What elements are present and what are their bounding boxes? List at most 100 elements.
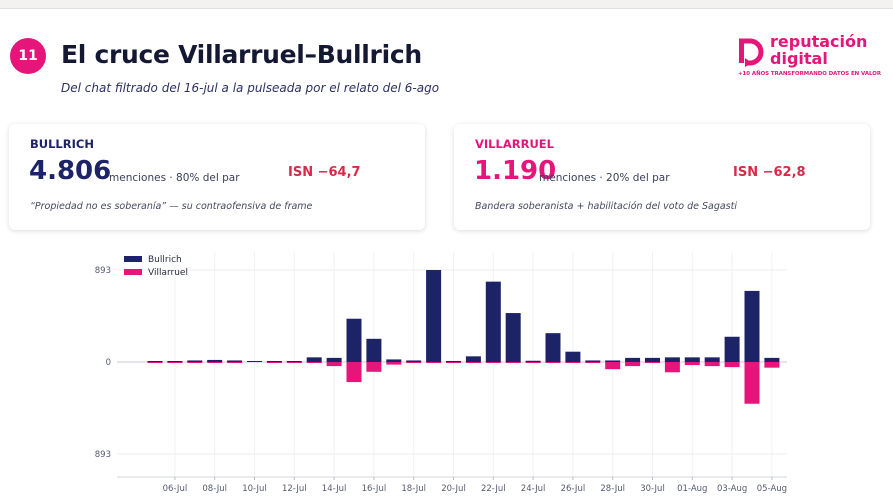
bar-villarruel — [346, 362, 362, 383]
bar-villarruel — [724, 362, 740, 368]
bar-villarruel — [545, 362, 561, 363]
bar-bullrich — [147, 361, 163, 362]
x-tick-label: 18-Jul — [401, 484, 426, 494]
bar-bullrich — [465, 356, 481, 362]
bar-villarruel — [704, 362, 720, 367]
slide-number: 11 — [18, 48, 38, 64]
bar-villarruel — [744, 362, 760, 404]
bar-villarruel — [286, 362, 302, 363]
bar-villarruel — [406, 362, 422, 363]
bar-bullrich — [426, 270, 442, 362]
bar-bullrich — [684, 357, 700, 362]
x-tick-label: 12-Jul — [282, 484, 307, 494]
bar-bullrich — [704, 357, 720, 362]
bar-bullrich — [286, 361, 302, 362]
bar-bullrich — [724, 336, 740, 362]
brand-tagline: +10 AÑOS TRANSFORMANDO DATOS EN VALOR — [738, 71, 881, 77]
legend-swatch — [124, 256, 142, 262]
bar-bullrich — [386, 359, 402, 362]
mention-count: 1.190 — [474, 156, 557, 186]
bar-villarruel — [625, 362, 641, 367]
y-tick-label: 893 — [95, 266, 111, 276]
brand-logo: reputación digital +10 AÑOS TRANSFORMAND… — [736, 34, 886, 84]
x-tick-label: 26-Jul — [561, 484, 586, 494]
bar-bullrich — [227, 360, 243, 362]
x-tick-label: 30-Jul — [640, 484, 665, 494]
bar-villarruel — [306, 362, 322, 363]
bar-villarruel — [187, 362, 203, 363]
villarruel-card: VILLARRUEL 1.190 menciones · 20% del par… — [454, 124, 870, 230]
bar-bullrich — [366, 338, 382, 362]
x-tick-label: 16-Jul — [362, 484, 387, 494]
bar-villarruel — [326, 362, 342, 367]
bar-bullrich — [187, 360, 203, 362]
bar-bullrich — [605, 360, 621, 362]
bar-villarruel — [465, 362, 481, 363]
x-tick-label: 01-Aug — [677, 484, 707, 494]
bar-villarruel — [366, 362, 382, 372]
bar-bullrich — [565, 351, 581, 362]
bar-villarruel — [585, 362, 601, 363]
bar-villarruel — [227, 362, 243, 363]
x-tick-label: 14-Jul — [322, 484, 347, 494]
bar-villarruel — [764, 362, 780, 368]
bar-bullrich — [306, 357, 322, 362]
bar-bullrich — [505, 313, 521, 362]
bar-villarruel — [207, 362, 223, 363]
card-note: Bandera soberanista + habilitación del v… — [475, 201, 737, 212]
bar-bullrich — [247, 361, 262, 362]
bar-bullrich — [625, 357, 641, 362]
bar-bullrich — [664, 357, 680, 362]
mention-desc: menciones · 80% del par — [109, 172, 240, 184]
bar-villarruel — [664, 362, 680, 373]
bar-bullrich — [525, 360, 541, 362]
isn-score: ISN −64,7 — [288, 165, 361, 180]
mention-count: 4.806 — [29, 156, 112, 186]
bar-bullrich — [485, 281, 501, 362]
bar-bullrich — [744, 290, 760, 362]
bar-bullrich — [764, 357, 780, 362]
slide-number-badge: 11 — [10, 38, 46, 74]
bar-villarruel — [565, 362, 581, 363]
bar-bullrich — [446, 360, 461, 362]
bar-bullrich — [406, 360, 422, 362]
mentions-chart-svg: 893 0 893 06-Jul 08-Jul 10-Jul 12-Jul 14-Jul 16-… — [95, 252, 787, 494]
card-note: “Propiedad no es soberanía” — su contrao… — [30, 201, 313, 212]
x-tick-label: 05-Aug — [757, 484, 787, 494]
brand-name-line1: reputación — [770, 32, 868, 51]
bar-villarruel — [605, 362, 621, 370]
brand-logo-icon — [739, 38, 764, 67]
brand-name-line2: digital — [770, 49, 828, 68]
bar-villarruel — [684, 362, 700, 366]
mention-desc: menciones · 20% del par — [539, 172, 670, 184]
card-name: VILLARRUEL — [475, 137, 554, 151]
bar-bullrich — [585, 360, 601, 362]
bar-villarruel — [147, 362, 163, 363]
bar-bullrich — [346, 318, 362, 362]
slide-title: El cruce Villarruel–Bullrich — [61, 40, 422, 69]
bar-villarruel — [446, 362, 461, 364]
legend-swatch — [124, 269, 142, 275]
x-tick-label: 22-Jul — [481, 484, 506, 494]
y-tick-label: 893 — [95, 450, 111, 460]
x-tick-label: 24-Jul — [521, 484, 546, 494]
x-tick-label: 03-Aug — [717, 484, 747, 494]
bar-bullrich — [326, 357, 342, 362]
legend-label: Bullrich — [148, 255, 182, 265]
mentions-chart: 893 0 893 06-Jul 08-Jul 10-Jul 12-Jul 14-Jul 16-… — [72, 242, 789, 497]
slide-subtitle: Del chat filtrado del 16-jul a la pulsea… — [61, 81, 440, 95]
bar-villarruel — [266, 362, 282, 363]
bullrich-card: BULLRICH 4.806 menciones · 80% del par I… — [9, 124, 425, 230]
y-tick-label: 0 — [106, 358, 111, 368]
card-name: BULLRICH — [30, 137, 94, 151]
bar-bullrich — [167, 361, 183, 362]
bar-bullrich — [545, 333, 561, 362]
x-tick-label: 20-Jul — [441, 484, 466, 494]
x-tick-label: 08-Jul — [202, 484, 227, 494]
bar-villarruel — [645, 362, 660, 364]
bar-villarruel — [485, 362, 501, 363]
x-tick-label: 10-Jul — [242, 484, 267, 494]
x-tick-label: 06-Jul — [163, 484, 188, 494]
x-tick-label: 28-Jul — [600, 484, 625, 494]
bar-bullrich — [645, 357, 660, 362]
